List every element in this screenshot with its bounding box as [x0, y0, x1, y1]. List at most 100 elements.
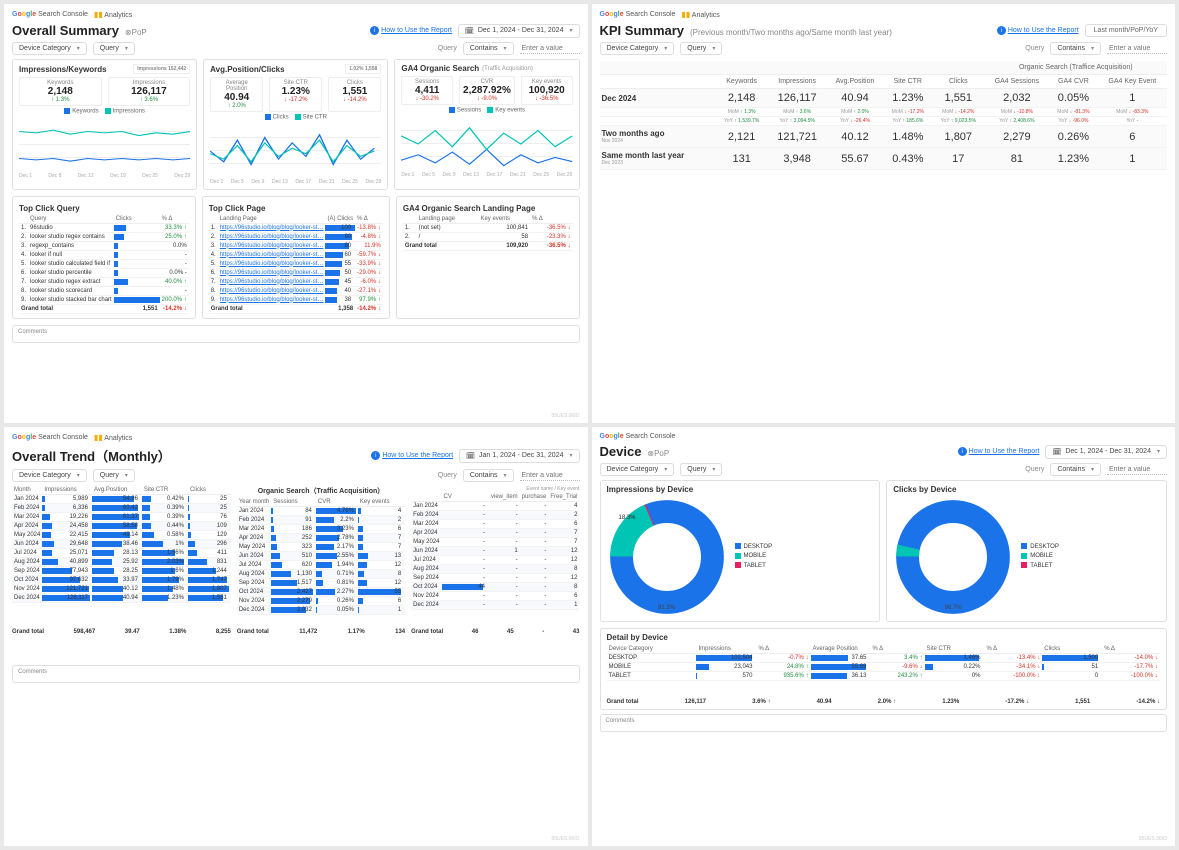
table-row[interactable]: Feb 20246,33660.420.39%25 — [12, 504, 231, 513]
table-row[interactable]: 4.looker if null- — [19, 250, 189, 259]
page-title: Overall Trend（Monthly） — [12, 449, 171, 464]
comments-box[interactable]: Comments — [12, 325, 580, 343]
table-row[interactable]: Sep 202477,94328.251.6%1,244 — [12, 567, 231, 576]
query-input[interactable] — [1107, 465, 1167, 475]
device-category-select[interactable]: Device Category — [12, 469, 87, 482]
query-select[interactable]: Query — [680, 42, 722, 55]
table-row[interactable]: Dec 2024126,11740.941.23%1,551 — [12, 594, 231, 603]
table-row[interactable]: Dec 2024---1 — [411, 601, 579, 610]
query-label: Query — [438, 45, 457, 52]
table-row[interactable]: DESKTOP102,504-0.7% ↓37.653.4% ↑1.46%-13… — [607, 654, 1161, 663]
table-row[interactable]: Jul 20246201.94%12 — [237, 561, 405, 570]
device-category-select[interactable]: Device Category — [12, 42, 87, 55]
table-row[interactable]: Sep 2024---12 — [411, 574, 579, 583]
table-row[interactable]: 6.looker studio percentile0.0% - — [19, 268, 189, 277]
table-row[interactable]: Nov 2024---6 — [411, 592, 579, 601]
query-input[interactable] — [520, 44, 580, 54]
table-row[interactable]: Jan 2024844.76%4 — [237, 507, 405, 516]
overall-trend-panel: Google Search Console ▮▮ Analytics Overa… — [4, 427, 588, 846]
table-row[interactable]: Jan 2024---4 — [411, 502, 579, 511]
table-row[interactable]: May 202422,41549.140.58%129 — [12, 531, 231, 540]
table-row[interactable]: Feb 2024912.2%2 — [237, 516, 405, 525]
query-select[interactable]: Query — [93, 42, 135, 55]
footer-brand: 95UES.06IO — [551, 413, 579, 419]
table-row[interactable]: Mar 2024---6 — [411, 520, 579, 529]
table-row[interactable]: Jun 202429,64838.461%296 — [12, 540, 231, 549]
date-range-selector[interactable]: 🗓Jan 1, 2024 - Dec 31, 2024 — [459, 449, 579, 463]
table-row[interactable]: Mar 202419,22661.370.39%76 — [12, 513, 231, 522]
table-row[interactable]: 7.looker studio regex extract40.0% ↑ — [19, 277, 189, 286]
overall-summary-panel: Google Search Console ▮▮ Analytics Overa… — [4, 4, 588, 423]
date-range-selector[interactable]: 🗓Dec 1, 2024 - Dec 31, 2024 — [458, 24, 580, 38]
query-select[interactable]: Query — [93, 469, 135, 482]
table-row[interactable]: 1.96studio33.3% ↑ — [19, 223, 189, 232]
table-row[interactable]: Oct 20242,4272.27%55 — [237, 588, 405, 597]
contains-select[interactable]: Contains — [463, 469, 514, 482]
table-row[interactable]: Aug 2024---8 — [411, 565, 579, 574]
table-row[interactable]: 6.https://96studio.io/blog/blog/looker-s… — [209, 268, 383, 277]
table-row[interactable]: 5.https://96studio.io/blog/blog/looker-s… — [209, 259, 383, 268]
table-row[interactable]: 9.https://96studio.io/blog/blog/looker-s… — [209, 295, 383, 304]
table-row[interactable]: 1.(not set)100,841-36.5% ↓ — [403, 223, 573, 232]
query-input[interactable] — [520, 471, 580, 481]
table-row[interactable]: Mar 20241863.23%6 — [237, 525, 405, 534]
table-row[interactable]: 2./58-23.3% ↓ — [403, 232, 573, 241]
table-row[interactable]: Nov 20242,2790.26%6 — [237, 597, 405, 606]
card-title: Avg.Position/Clicks — [210, 65, 284, 74]
table-row[interactable]: Nov 2024121,72140.121.48%1,807 — [12, 585, 231, 594]
table-row[interactable]: TABLET570935.6% ↑36.13243.2% ↑0%-100.0% … — [607, 672, 1161, 681]
how-to-link[interactable]: iHow to Use the Report — [370, 26, 452, 35]
table-row[interactable]: Jan 20245,98954.960.42%25 — [12, 495, 231, 504]
table-row[interactable]: Sep 20241,5170.81%12 — [237, 579, 405, 588]
device-category-select[interactable]: Device Category — [600, 463, 675, 476]
date-range-selector[interactable]: 🗓Dec 1, 2024 - Dec 31, 2024 — [1045, 445, 1167, 459]
contains-select[interactable]: Contains — [463, 42, 514, 55]
table-row[interactable]: Jul 202425,07128.131.56%411 — [12, 549, 231, 558]
table-row[interactable]: Oct 202444--8 — [411, 583, 579, 592]
clicks-by-device-card: Clicks by Device 96.7% DESKTOPMOBILETABL… — [886, 480, 1167, 622]
table-row[interactable]: Oct 202497,63233.971.79%1,747 — [12, 576, 231, 585]
table-row[interactable]: Dec 20242,0320.05%1 — [237, 606, 405, 615]
page-title: Device — [600, 444, 642, 459]
table-row[interactable]: 4.https://96studio.io/blog/blog/looker-s… — [209, 250, 383, 259]
table-row[interactable]: Apr 2024---7 — [411, 529, 579, 538]
query-input[interactable] — [1107, 44, 1167, 54]
table-row[interactable]: May 2024---7 — [411, 538, 579, 547]
table-row[interactable]: 3.regexp_contains0.0% — [19, 241, 189, 250]
table-row[interactable]: 1.https://96studio.io/blog/blog/looker-s… — [209, 223, 383, 232]
device-legend: DESKTOPMOBILETABLET — [735, 543, 773, 572]
table-row[interactable]: 2.https://96studio.io/blog/blog/looker-s… — [209, 232, 383, 241]
table-row[interactable]: 2.looker studio regex contains25.0% ↑ — [19, 232, 189, 241]
how-to-link[interactable]: iHow to Use the Report — [958, 447, 1040, 456]
table-row[interactable]: 9.looker studio stacked bar chart200.0% … — [19, 295, 189, 304]
contains-select[interactable]: Contains — [1050, 463, 1101, 476]
how-to-link[interactable]: iHow to Use the Report — [371, 451, 453, 460]
table-row[interactable]: Aug 202440,89925.922.03%831 — [12, 558, 231, 567]
brand-row: Google Search Console ▮▮ Analytics — [12, 10, 580, 19]
comments-box[interactable]: Comments — [12, 665, 580, 683]
table-row[interactable]: Apr 202424,45858.580.44%109 — [12, 522, 231, 531]
period-button[interactable]: Last month/PoP/YoY — [1085, 24, 1167, 37]
comments-box[interactable]: Comments — [600, 714, 1168, 732]
table-row[interactable]: Feb 2024---2 — [411, 511, 579, 520]
table-row[interactable]: 8.looker studio scorecard- — [19, 286, 189, 295]
ga4-lp-table: Landing pageKey events% Δ1.(not set)100,… — [403, 215, 573, 251]
table-row[interactable]: 5.looker studio calculated field if- — [19, 259, 189, 268]
table-row[interactable]: Apr 20242522.78%7 — [237, 534, 405, 543]
table-row[interactable]: Jul 2024---12 — [411, 556, 579, 565]
table-row[interactable]: Jun 2024-1-12 — [411, 547, 579, 556]
how-to-link[interactable]: iHow to Use the Report — [997, 26, 1079, 35]
kpi-table: Organic Search (Traffice Acquisition) Ke… — [600, 61, 1168, 170]
table-row[interactable]: 8.https://96studio.io/blog/blog/looker-s… — [209, 286, 383, 295]
table-row[interactable]: 3.https://96studio.io/blog/blog/looker-s… — [209, 241, 383, 250]
table-row[interactable]: MOBILE23,04324.8% ↑55.69-9.6% ↓0.22%-34.… — [607, 663, 1161, 672]
table-row[interactable]: Aug 20241,1300.71%8 — [237, 570, 405, 579]
table-row[interactable]: 7.https://96studio.io/blog/blog/looker-s… — [209, 277, 383, 286]
impressions-chart — [19, 118, 190, 172]
query-select[interactable]: Query — [680, 463, 722, 476]
table-row[interactable]: Jun 20245102.55%13 — [237, 552, 405, 561]
device-category-select[interactable]: Device Category — [600, 42, 675, 55]
note-box: Impressions 152,442 — [133, 64, 190, 74]
contains-select[interactable]: Contains — [1050, 42, 1101, 55]
table-row[interactable]: May 20243232.17%7 — [237, 543, 405, 552]
